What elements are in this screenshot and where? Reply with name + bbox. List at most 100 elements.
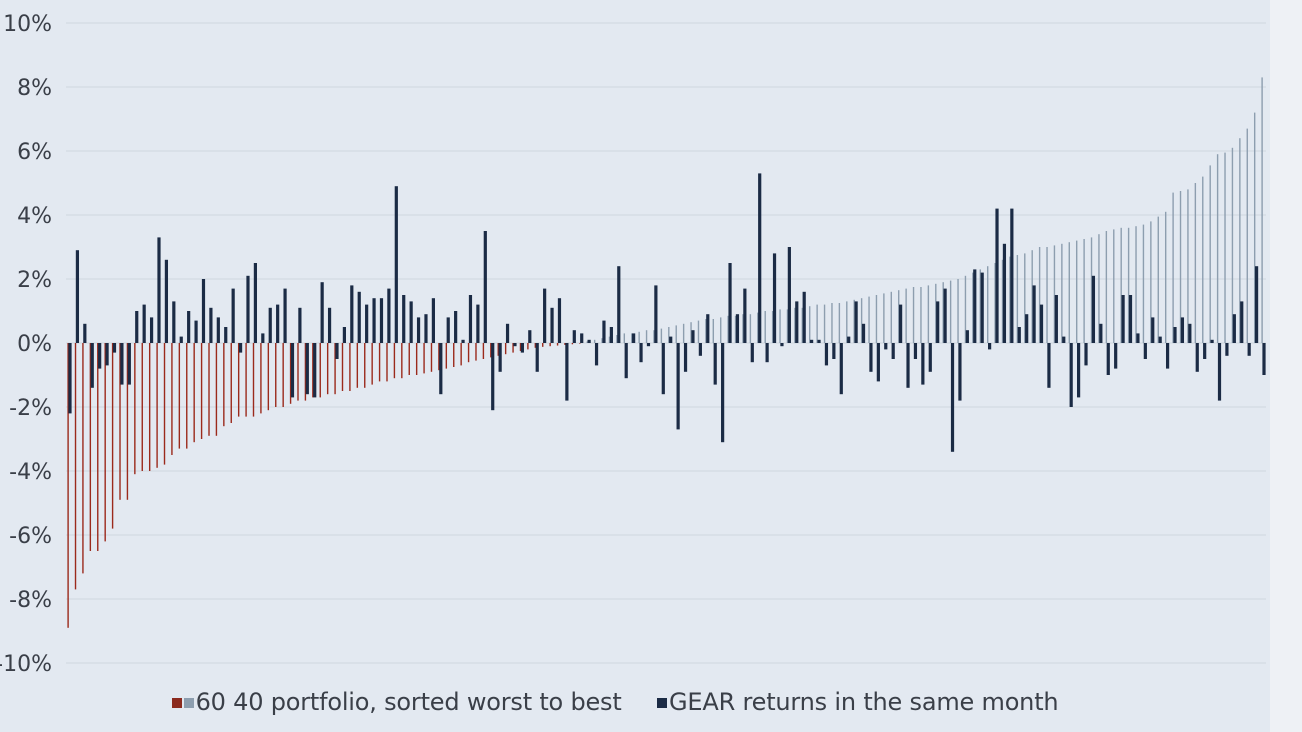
gear-bar	[758, 173, 762, 343]
6040-bar	[809, 306, 811, 343]
gear-bar	[713, 343, 717, 385]
gear-bar	[83, 323, 87, 343]
gear-bar	[1232, 314, 1236, 343]
gear-bar	[743, 288, 747, 343]
legend-item-gear: GEAR returns in the same month	[657, 688, 1059, 716]
gear-bar	[847, 336, 851, 343]
gear-bar	[179, 336, 183, 343]
6040-bar	[504, 343, 507, 355]
6040-bar	[304, 343, 307, 401]
gear-bar	[313, 343, 317, 398]
6040-bar	[1202, 176, 1204, 343]
gear-bar	[1121, 295, 1125, 343]
6040-bar	[534, 343, 537, 348]
gear-bar	[335, 343, 339, 359]
6040-bar	[734, 315, 737, 343]
gear-bar	[980, 272, 984, 343]
6040-bar	[312, 343, 314, 398]
6040-bar	[994, 263, 996, 343]
6040-bar	[638, 331, 640, 343]
6040-bar	[453, 343, 455, 367]
gear-bar	[305, 343, 309, 395]
6040-bar	[542, 343, 544, 347]
6040-bar	[794, 307, 796, 343]
gear-bar	[876, 343, 880, 382]
legend-item-6040: 60 40 portfolio, sorted worst to best	[171, 688, 622, 716]
6040-bar	[972, 272, 974, 343]
6040-bar	[319, 343, 321, 398]
6040-bar	[119, 343, 121, 500]
gear-bar	[112, 343, 117, 353]
gear-bar	[216, 317, 220, 343]
6040-bar	[846, 301, 848, 343]
gear-bar	[209, 307, 213, 343]
6040-bar	[1068, 242, 1070, 343]
gear-bar	[698, 343, 702, 356]
y-tick-label: 2%	[17, 268, 52, 293]
6040-bar	[616, 335, 618, 343]
gear-bar	[1247, 343, 1251, 356]
gear-bar	[1091, 275, 1096, 343]
gear-bar	[1188, 323, 1192, 343]
6040-bar	[1253, 112, 1256, 343]
gear-bar	[483, 231, 487, 343]
gear-bar	[1210, 339, 1214, 343]
6040-bar	[163, 343, 166, 465]
6040-bar	[527, 343, 529, 350]
gear-bar	[943, 288, 947, 343]
y-tick-label: 6%	[17, 140, 52, 165]
6040-bar	[727, 315, 729, 343]
6040-bar	[579, 343, 581, 344]
6040-bar	[564, 343, 566, 345]
gear-bar	[802, 291, 806, 343]
gear-bar	[468, 295, 473, 343]
gear-bar	[706, 314, 710, 343]
gear-bar	[1114, 343, 1118, 369]
gear-bar	[142, 304, 146, 343]
6040-bar	[823, 304, 826, 343]
6040-bar	[1127, 227, 1130, 343]
gear-bar	[1062, 336, 1066, 343]
6040-bar	[556, 343, 559, 346]
gear-bar	[164, 259, 169, 343]
y-tick-label: -8%	[9, 588, 52, 613]
6040-bar	[401, 343, 403, 379]
6040-bar	[1061, 243, 1063, 343]
6040-bar	[1164, 211, 1167, 343]
6040-bar	[1142, 224, 1145, 343]
gear-bar	[817, 339, 821, 343]
gear-bar	[416, 317, 421, 343]
6040-bar	[482, 343, 485, 359]
gear-bar	[98, 343, 102, 369]
6040-bar	[586, 341, 588, 343]
y-tick-label: 10%	[3, 12, 52, 37]
6040-bar	[979, 269, 981, 343]
6040-bar	[690, 322, 692, 343]
chart-legend: 60 40 portfolio, sorted worst to best GE…	[0, 688, 1230, 716]
6040-bar	[341, 343, 344, 391]
gear-bar	[276, 304, 280, 343]
gear-bar	[387, 288, 391, 343]
gear-bar	[172, 301, 176, 343]
6040-bar	[964, 275, 967, 343]
gear-bar	[1076, 343, 1081, 398]
gear-bar	[550, 307, 554, 343]
gear-bar	[1084, 343, 1088, 366]
6040-bar	[1150, 221, 1152, 343]
y-tick-label: 0%	[17, 332, 52, 357]
6040-bar	[408, 343, 410, 375]
right-edge-panel	[1270, 0, 1302, 732]
gear-bar	[379, 298, 384, 343]
6040-bar	[860, 298, 863, 343]
6040-bar	[957, 279, 959, 343]
gear-bar	[350, 285, 354, 343]
gear-bar	[1173, 327, 1177, 343]
gear-bar	[543, 288, 547, 343]
6040-bar	[126, 343, 129, 500]
gear-bar	[394, 186, 398, 343]
6040-bar	[1209, 165, 1211, 343]
6040-bar	[1053, 245, 1056, 343]
6040-bar	[490, 343, 492, 358]
6040-bar	[949, 280, 952, 343]
